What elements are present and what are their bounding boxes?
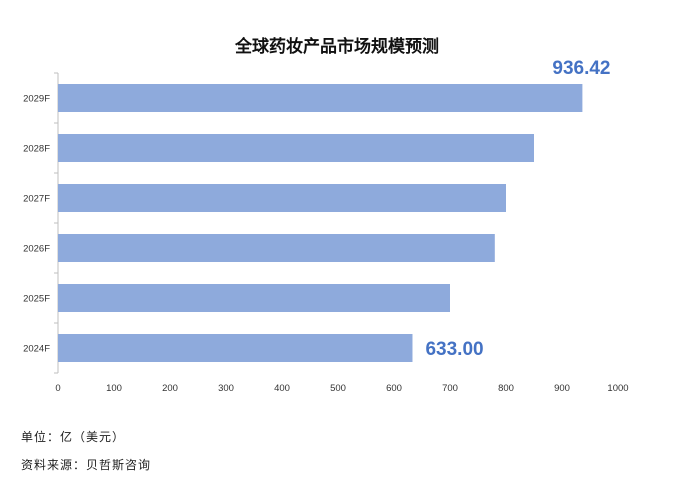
y-tick-label: 2024F xyxy=(23,344,50,355)
y-tick-label: 2026F xyxy=(23,244,50,255)
x-tick-label: 600 xyxy=(386,383,402,394)
x-tick-label: 700 xyxy=(442,383,458,394)
x-tick-label: 900 xyxy=(554,383,570,394)
x-tick-label: 100 xyxy=(106,383,122,394)
y-tick-label: 2029F xyxy=(23,94,50,105)
y-tick-label: 2025F xyxy=(23,294,50,305)
y-tick-label: 2027F xyxy=(23,194,50,205)
bar-2028F xyxy=(58,134,534,162)
bar-2027F xyxy=(58,184,506,212)
bar-2029F xyxy=(58,84,583,112)
x-tick-label: 500 xyxy=(330,383,346,394)
x-tick-label: 800 xyxy=(498,383,514,394)
source-note: 资料来源：贝哲斯咨询 xyxy=(21,458,152,472)
x-tick-label: 1000 xyxy=(607,383,628,394)
x-tick-label: 300 xyxy=(218,383,234,394)
data-label-2029F: 936.42 xyxy=(552,58,610,79)
bar-2025F xyxy=(58,284,450,312)
y-tick-label: 2028F xyxy=(23,144,50,155)
chart-title: 全球药妆产品市场规模预测 xyxy=(235,37,439,57)
unit-note: 单位：亿（美元） xyxy=(21,430,126,444)
x-tick-label: 200 xyxy=(162,383,178,394)
bar-2026F xyxy=(58,234,495,262)
x-tick-label: 400 xyxy=(274,383,290,394)
x-tick-label: 0 xyxy=(55,383,60,394)
bar-2024F xyxy=(58,334,413,362)
data-label-2024F: 633.00 xyxy=(425,339,483,360)
